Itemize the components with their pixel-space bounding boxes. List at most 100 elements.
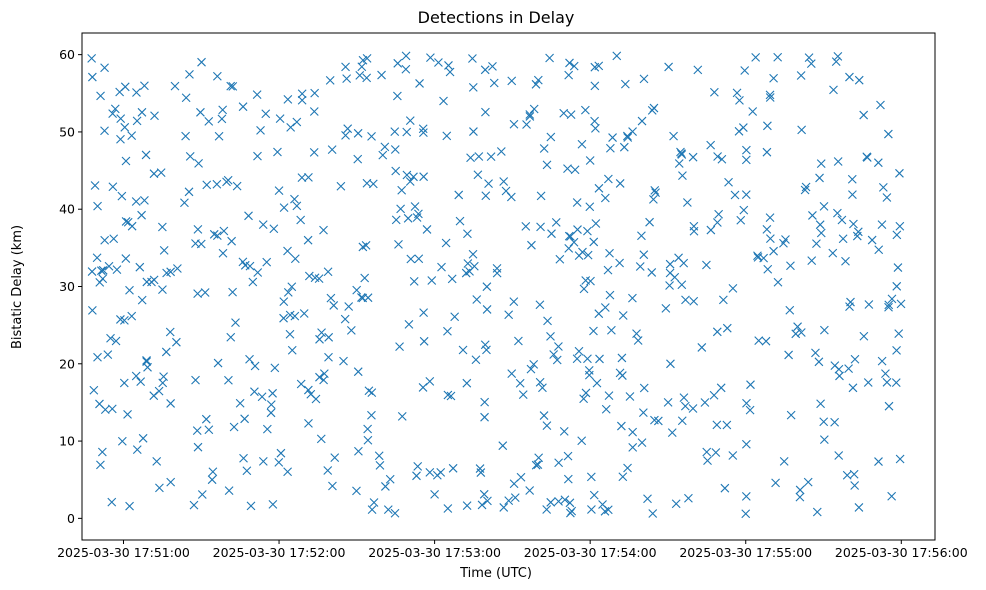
data-point — [357, 62, 367, 72]
data-point — [353, 367, 363, 377]
data-point — [119, 316, 129, 325]
data-point — [481, 107, 490, 117]
data-point — [711, 448, 721, 457]
data-point — [427, 276, 437, 285]
data-point — [680, 401, 690, 411]
data-point — [745, 405, 755, 415]
data-point — [751, 52, 761, 62]
data-point — [867, 235, 877, 245]
data-point — [383, 505, 393, 515]
data-point — [816, 399, 825, 409]
data-point — [200, 288, 210, 297]
data-point — [418, 383, 428, 392]
data-point — [563, 451, 573, 461]
data-point — [161, 347, 171, 357]
data-point — [375, 460, 385, 470]
data-point — [589, 490, 599, 500]
data-point — [296, 379, 306, 389]
data-point — [594, 183, 604, 193]
data-point — [149, 275, 159, 285]
data-point — [864, 300, 874, 309]
data-point — [590, 62, 600, 72]
data-point — [484, 179, 493, 189]
data-point — [390, 127, 400, 137]
data-point — [100, 126, 109, 136]
data-point — [212, 231, 222, 240]
data-point — [340, 314, 350, 324]
data-point — [352, 486, 361, 496]
data-point — [390, 145, 400, 154]
data-point — [462, 378, 472, 388]
data-point — [546, 332, 555, 341]
data-point — [391, 166, 401, 176]
data-point — [483, 496, 492, 506]
data-point — [132, 116, 142, 126]
data-point — [262, 424, 272, 434]
data-point — [600, 193, 610, 203]
y-tick-label: 50 — [59, 124, 75, 139]
data-point — [214, 131, 224, 141]
data-point — [525, 486, 535, 495]
data-point — [509, 297, 519, 306]
chart-title: Detections in Delay — [418, 8, 575, 27]
plot-frame — [81, 32, 936, 541]
data-point — [591, 219, 601, 228]
data-point — [377, 70, 386, 80]
data-point — [618, 472, 628, 482]
y-tick-label: 20 — [59, 356, 75, 371]
data-point — [219, 226, 229, 236]
data-point — [677, 150, 687, 159]
data-point — [689, 226, 699, 236]
data-point — [834, 364, 844, 374]
data-point — [474, 152, 484, 161]
data-point — [838, 234, 848, 244]
data-point — [543, 316, 552, 326]
data-point — [354, 446, 363, 456]
data-point — [303, 385, 313, 395]
data-point — [580, 105, 590, 115]
data-point — [274, 186, 284, 196]
data-point — [341, 62, 350, 72]
data-point — [742, 398, 751, 408]
data-point — [482, 305, 492, 314]
data-point — [566, 232, 575, 241]
data-point — [650, 185, 660, 195]
data-point — [319, 225, 328, 235]
data-point — [895, 168, 904, 178]
data-point — [401, 51, 411, 61]
data-point — [270, 363, 280, 373]
data-point — [218, 105, 228, 115]
data-point — [324, 332, 334, 342]
data-point — [194, 159, 203, 168]
data-point — [110, 104, 120, 114]
data-point — [666, 359, 675, 369]
data-point — [572, 198, 582, 207]
data-point — [496, 147, 506, 156]
data-point — [577, 436, 587, 446]
data-point — [509, 119, 519, 129]
data-point — [422, 225, 432, 234]
data-point — [492, 263, 502, 273]
data-point — [266, 408, 276, 418]
data-point — [342, 74, 352, 84]
data-point — [239, 453, 248, 463]
data-point — [328, 481, 337, 491]
data-point — [735, 95, 744, 105]
data-point — [529, 360, 539, 369]
data-point — [647, 268, 657, 277]
x-tick-label: 2025-03-30 17:51:00 — [57, 545, 190, 560]
data-point — [551, 217, 561, 227]
data-point — [724, 177, 733, 187]
data-point — [779, 456, 789, 466]
data-point — [141, 150, 151, 160]
data-point — [434, 58, 443, 67]
data-point — [204, 116, 214, 126]
data-point — [108, 182, 118, 192]
data-point — [682, 198, 692, 207]
data-point — [455, 216, 465, 226]
data-point — [583, 354, 592, 364]
data-point — [542, 160, 552, 170]
data-point — [418, 124, 428, 134]
data-point — [887, 491, 897, 501]
data-point — [712, 218, 722, 227]
